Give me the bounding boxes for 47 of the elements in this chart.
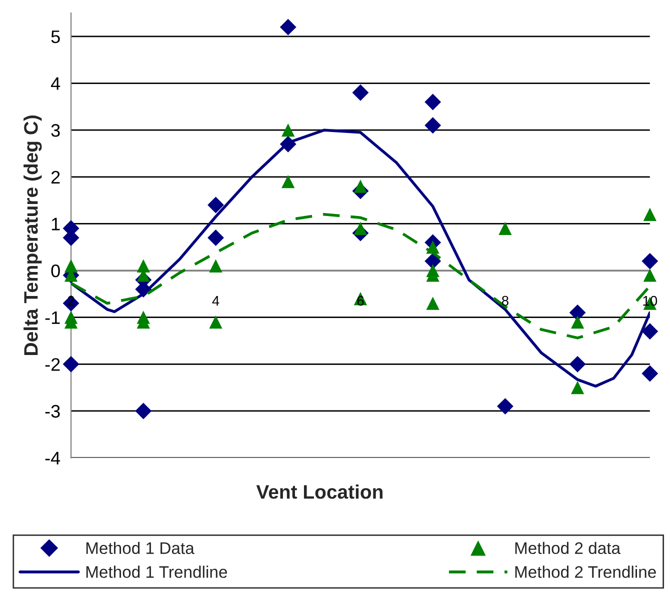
point: [208, 230, 224, 246]
legend-label: Method 1 Trendline: [86, 566, 227, 578]
point: [282, 174, 295, 188]
y-tick-label: 0: [51, 264, 60, 278]
y-tick-label: 3: [51, 124, 60, 137]
y-tick-label: -4: [45, 452, 60, 464]
legend-label: Method 2 Trendline: [515, 566, 656, 578]
y-tick-label: -3: [45, 404, 60, 418]
point: [354, 180, 368, 193]
y-axis-title: Delta Temperature (deg C): [24, 116, 42, 355]
point: [424, 94, 442, 110]
point: [208, 196, 224, 214]
x-tick-label: 8: [502, 296, 508, 306]
x-tick-label: 6: [357, 296, 364, 306]
point: [642, 252, 658, 270]
x-tick-label: 4: [212, 296, 220, 306]
point: [570, 380, 584, 394]
point: [135, 402, 152, 420]
y-tick-label: 2: [51, 170, 60, 184]
point: [642, 323, 658, 340]
point: [643, 268, 656, 282]
point: [280, 18, 296, 36]
point: [569, 304, 586, 321]
legend-label: Method 1 Data: [86, 542, 194, 554]
point: [136, 259, 150, 272]
y-tick-label: 1: [52, 218, 60, 230]
point: [209, 259, 222, 272]
point: [496, 398, 514, 415]
point: [282, 123, 295, 137]
point: [569, 356, 586, 372]
point: [642, 365, 658, 382]
y-tick-label: -1: [45, 311, 60, 324]
x-axis-title: Vent Location: [256, 484, 382, 499]
point: [62, 356, 80, 372]
point: [498, 222, 512, 235]
point: [570, 315, 584, 329]
y-tick-label: -2: [45, 358, 60, 371]
legend-label: Method 2 data: [515, 542, 621, 554]
point: [354, 222, 368, 235]
x-tick-label: 2: [68, 296, 74, 306]
y-tick-label: 4: [50, 77, 60, 90]
point: [352, 84, 369, 101]
point: [643, 208, 656, 221]
point: [209, 315, 222, 329]
point: [424, 117, 442, 134]
point: [426, 296, 440, 310]
y-tick-label: 5: [51, 30, 60, 44]
